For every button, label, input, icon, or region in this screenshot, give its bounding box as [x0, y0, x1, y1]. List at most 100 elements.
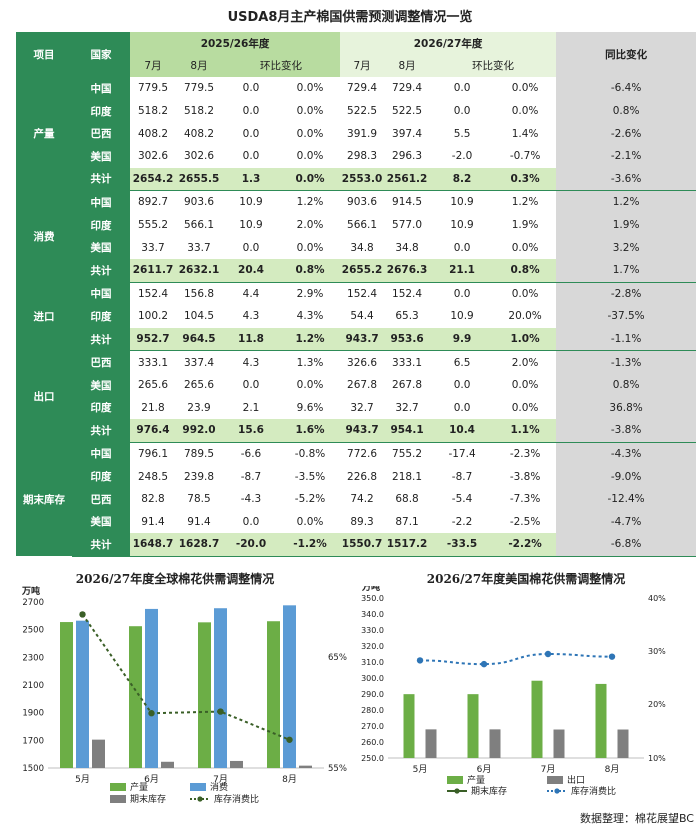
table-cell: 2632.1	[176, 258, 222, 283]
table-cell: -8.7	[240, 470, 262, 483]
table-cell: 20.4	[222, 258, 280, 283]
y-tick-label: 260.0	[361, 738, 384, 747]
table-cell: -4.3	[240, 493, 262, 506]
table-cell: 1.2%	[280, 327, 341, 352]
table-cell: 976.4	[130, 419, 176, 443]
point-库存消费比	[416, 657, 424, 664]
row-category: 消费	[16, 190, 72, 283]
table-cell: 0.0%	[511, 82, 539, 95]
row-country: 中国	[72, 282, 130, 306]
y-tick-label: 270.0	[361, 722, 384, 731]
table-cell: 0.8%	[280, 258, 341, 283]
table-cell: 296.3	[392, 150, 423, 163]
row-country: 印度	[72, 213, 130, 237]
table-cell: -2.1%	[556, 144, 697, 168]
bar-产量	[467, 694, 479, 758]
table-cell: -17.4	[448, 447, 476, 460]
legend-label: 消费	[210, 781, 228, 793]
point-库存消费比	[608, 653, 616, 660]
table-row: 共计 1648.7 1628.7 -20.0 -1.2% 1550.7 1517.2 -33.…	[16, 533, 697, 557]
global-supply-demand-chart: 万吨 1500 1700 1900 2100 2300 2500 2700 55% 65% 5月 6月…	[21, 586, 347, 805]
table-cell: 1.9%	[511, 219, 539, 232]
table-cell: 1.9%	[556, 213, 697, 237]
table-cell: 0.0%	[296, 82, 324, 95]
bar-期末库存	[230, 760, 243, 768]
y2-tick-label: 40%	[648, 594, 666, 603]
legend-label: 库存消费比	[571, 785, 616, 797]
table-cell: 226.8	[347, 470, 378, 483]
table-cell: 0.8%	[556, 373, 697, 397]
table-cell: 10.4	[430, 419, 495, 443]
bar-产量	[60, 622, 73, 768]
table-cell: 796.1	[137, 447, 169, 460]
table-cell: 2.9%	[296, 287, 324, 300]
bar-产量	[129, 626, 142, 768]
table-cell: 89.3	[350, 515, 374, 528]
table-row: 美国 265.6 265.6 0.0 0.0% 267.8 267.8 0.0 0.0% 0.8%	[16, 373, 697, 397]
y-tick-label: 2500	[22, 626, 44, 636]
row-country: 美国	[72, 510, 130, 534]
table-cell: 0.8%	[556, 99, 697, 123]
table-cell: -2.5%	[509, 515, 541, 528]
table-cell: 0.0	[242, 241, 260, 254]
table-row: 印度 21.8 23.9 2.1 9.6% 32.7 32.7 0.0 0.0% 36.8%	[16, 396, 697, 420]
table-cell: 9.9	[430, 327, 495, 352]
col-subheader: 8月	[384, 54, 431, 78]
table-cell: -37.5%	[556, 305, 697, 328]
bar-出口	[617, 729, 629, 758]
table-cell: 772.6	[347, 447, 378, 460]
table-cell: 298.3	[347, 150, 378, 163]
table-cell: 0.0	[453, 401, 471, 414]
table-cell: 953.6	[384, 327, 431, 352]
legend-label: 产量	[130, 781, 148, 793]
y-tick-label: 300.0	[361, 674, 384, 683]
table-cell: 4.4	[242, 287, 260, 300]
col-subheader: 7月	[130, 54, 176, 78]
table-cell: 0.0%	[296, 105, 324, 118]
y-tick-label: 340.0	[361, 610, 384, 619]
table-cell: 0.0%	[280, 167, 341, 192]
table-cell: 729.4	[392, 82, 423, 95]
bar-产量	[198, 622, 211, 768]
table-cell: 21.1	[430, 258, 495, 283]
table-cell: -5.4	[451, 493, 473, 506]
table-cell: 6.5	[453, 356, 471, 369]
bar-出口	[425, 729, 437, 758]
table-cell: 914.5	[392, 196, 423, 209]
table-cell: 1.1%	[494, 419, 557, 443]
row-country: 共计	[72, 419, 130, 443]
table-cell: 1.7%	[556, 258, 697, 283]
y-tick-label: 350.0	[361, 594, 384, 603]
line-库存消费比	[81, 613, 290, 741]
y-tick-label: 2700	[22, 598, 44, 608]
y-tick-label: 250.0	[361, 754, 384, 763]
table-cell: 10.9	[239, 196, 263, 209]
table-cell: 892.7	[137, 196, 169, 209]
table-cell: 333.1	[392, 356, 423, 369]
table-cell: 267.8	[392, 379, 423, 392]
col-header-yoy: 同比变化	[556, 32, 697, 78]
table-cell: 302.6	[137, 150, 169, 163]
y2-tick-label: 30%	[648, 647, 666, 656]
table-cell: 566.1	[183, 219, 215, 232]
table-cell: 1648.7	[130, 533, 176, 557]
table-cell: 333.1	[137, 356, 169, 369]
table-cell: 265.6	[183, 379, 215, 392]
table-row: 印度 555.2 566.1 10.9 2.0% 566.1 577.0 10.9 1.9% 1.…	[16, 213, 697, 237]
table-cell: 555.2	[137, 219, 169, 232]
y2-tick-label: 10%	[648, 754, 666, 763]
table-cell: 20.0%	[508, 310, 542, 323]
legend-label: 期末库存	[471, 785, 507, 797]
row-country: 印度	[72, 396, 130, 420]
table-cell: 397.4	[392, 127, 423, 140]
y-tick-label: 2300	[22, 653, 44, 663]
bar-产量	[267, 621, 280, 768]
table-cell: 0.0	[242, 82, 260, 95]
table-cell: -3.8%	[509, 470, 541, 483]
table-row: 美国 302.6 302.6 0.0 0.0% 298.3 296.3 -2.0 -0.7% -2…	[16, 144, 697, 168]
row-country: 美国	[72, 236, 130, 259]
table-cell: 82.8	[141, 493, 165, 506]
bar-消费	[214, 608, 227, 768]
table-cell: 0.0%	[296, 150, 324, 163]
table-cell: 903.6	[347, 196, 378, 209]
